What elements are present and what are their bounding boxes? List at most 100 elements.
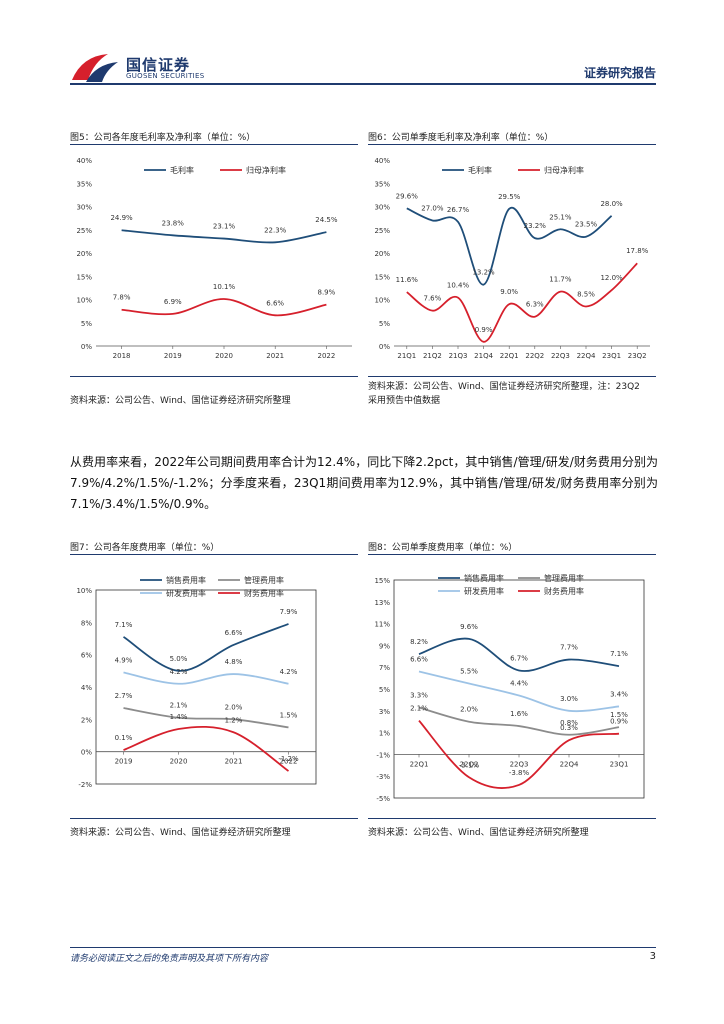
series-line xyxy=(406,262,638,343)
data-label: 10.4% xyxy=(447,282,470,290)
fig6-title: 图6：公司单季度毛利率及净利率（单位：%） xyxy=(368,133,554,143)
data-label: -3.1% xyxy=(459,761,480,769)
data-label: 6.7% xyxy=(510,654,528,662)
legend-label: 管理费用率 xyxy=(544,573,584,583)
data-label: 0.8% xyxy=(560,719,578,727)
data-label: 1.2% xyxy=(225,716,243,724)
series-line xyxy=(406,206,613,286)
x-tick-label: 21Q3 xyxy=(449,352,468,360)
data-label: 24.9% xyxy=(110,214,133,222)
x-tick-label: 22Q2 xyxy=(525,352,544,360)
x-tick-label: 2021 xyxy=(266,352,284,360)
data-label: 23.8% xyxy=(162,219,185,227)
y-tick-label: 8% xyxy=(81,619,92,627)
fig7-top-rule xyxy=(70,554,358,555)
data-label: 5.5% xyxy=(460,668,478,676)
data-label: 1.4% xyxy=(170,713,188,721)
y-tick-label: 0% xyxy=(379,343,390,351)
x-tick-label: 22Q1 xyxy=(500,352,519,360)
fig8-title: 图8：公司单季度费用率（单位：%） xyxy=(368,543,518,553)
y-tick-label: 20% xyxy=(76,250,92,258)
data-label: 28.0% xyxy=(600,200,623,208)
data-label: 23.1% xyxy=(213,223,236,231)
data-label: 2.1% xyxy=(170,702,188,710)
data-label: 26.7% xyxy=(447,206,470,214)
logo: 国信证券 GUOSEN SECURITIES xyxy=(68,50,218,86)
series-line xyxy=(123,726,290,772)
fig6-source-line2: 采用预告中值数据 xyxy=(368,396,441,406)
y-tick-label: 10% xyxy=(76,297,92,305)
y-tick-label: 15% xyxy=(374,273,390,281)
y-tick-label: 15% xyxy=(374,577,390,585)
y-tick-label: 10% xyxy=(76,587,92,595)
logo-mark-icon xyxy=(72,54,118,82)
x-tick-label: 22Q3 xyxy=(551,352,570,360)
y-tick-label: 35% xyxy=(374,180,390,188)
data-label: 17.8% xyxy=(626,247,649,255)
data-label: 6.6% xyxy=(225,629,243,637)
fig7-chart: -2% 0% 2% 4% 6% 8% 10% 2019 2020 2021 2022 销售费用率 管理费… xyxy=(76,575,317,789)
data-label: -3.8% xyxy=(509,769,530,777)
y-tick-label: -5% xyxy=(376,795,390,803)
y-tick-label: 5% xyxy=(81,320,92,328)
y-tick-label: 25% xyxy=(374,227,390,235)
data-label: 6.9% xyxy=(164,298,182,306)
y-tick-label: 2% xyxy=(81,716,92,724)
data-label: 1.6% xyxy=(510,710,528,718)
y-tick-label: -2% xyxy=(78,781,92,789)
data-label: 3.3% xyxy=(410,692,428,700)
series-line xyxy=(123,707,289,729)
y-tick-label: 5% xyxy=(379,320,390,328)
fig5-top-rule xyxy=(70,144,358,145)
data-label: 29.5% xyxy=(498,193,521,201)
x-tick-label: 22Q4 xyxy=(577,352,596,360)
fig5-chart: 0% 5% 10% 15% 20% 25% 30% 35% 40% 2018 2019 2020 202… xyxy=(76,157,352,360)
data-label: 9.6% xyxy=(460,623,478,631)
fig6-source-line1: 资料来源：公司公告、Wind、国信证券经济研究所整理，注：23Q2 xyxy=(368,382,640,392)
data-label: 10.1% xyxy=(213,283,236,291)
legend-label: 管理费用率 xyxy=(244,575,284,585)
y-tick-label: 13% xyxy=(374,599,390,607)
data-label: 27.0% xyxy=(421,204,444,212)
body-paragraph: 从费用率来看，2022年公司期间费用率合计为12.4%，同比下降2.2pct，其… xyxy=(70,455,658,511)
x-tick-label: 21Q2 xyxy=(423,352,442,360)
fig5-title: 图5：公司各年度毛利率及净利率（单位：%） xyxy=(70,133,256,143)
y-tick-label: 9% xyxy=(379,642,390,650)
y-tick-label: 35% xyxy=(76,180,92,188)
x-tick-label: 2020 xyxy=(215,352,233,360)
data-label: 2.7% xyxy=(115,692,133,700)
y-tick-label: -1% xyxy=(376,751,390,759)
legend-label: 财务费用率 xyxy=(544,586,584,596)
y-tick-label: 20% xyxy=(374,250,390,258)
plot-frame xyxy=(393,579,645,799)
y-tick-label: 7% xyxy=(379,664,390,672)
fig6-bottom-rule xyxy=(368,376,656,377)
data-label: 13.2% xyxy=(472,269,495,277)
data-label: 11.6% xyxy=(396,276,419,284)
data-label: 6.3% xyxy=(526,301,544,309)
y-tick-label: 5% xyxy=(379,686,390,694)
data-label: 24.5% xyxy=(315,216,338,224)
data-label: 6.6% xyxy=(266,299,284,307)
data-label: -1.2% xyxy=(278,755,299,763)
fig5-bottom-rule xyxy=(70,376,358,377)
data-label: 0.9% xyxy=(610,718,628,726)
data-label: 4.2% xyxy=(280,668,298,676)
x-tick-label: 22Q4 xyxy=(560,760,579,768)
data-label: 8.2% xyxy=(410,638,428,646)
y-tick-label: 0% xyxy=(81,749,92,757)
footer-divider xyxy=(70,947,656,948)
y-tick-label: 6% xyxy=(81,652,92,660)
x-tick-label: 2021 xyxy=(225,758,243,766)
data-label: 2.0% xyxy=(225,703,243,711)
data-label: 11.7% xyxy=(549,276,572,284)
y-tick-label: 11% xyxy=(374,621,390,629)
data-label: 22.3% xyxy=(264,226,287,234)
x-tick-label: 23Q2 xyxy=(628,352,647,360)
x-tick-label: 22Q3 xyxy=(510,760,529,768)
data-label: 4.4% xyxy=(510,680,528,688)
series-line xyxy=(418,720,620,789)
data-label: 2.0% xyxy=(460,706,478,714)
fig8-source: 资料来源：公司公告、Wind、国信证券经济研究所整理 xyxy=(368,828,589,838)
x-tick-label: 21Q4 xyxy=(474,352,493,360)
